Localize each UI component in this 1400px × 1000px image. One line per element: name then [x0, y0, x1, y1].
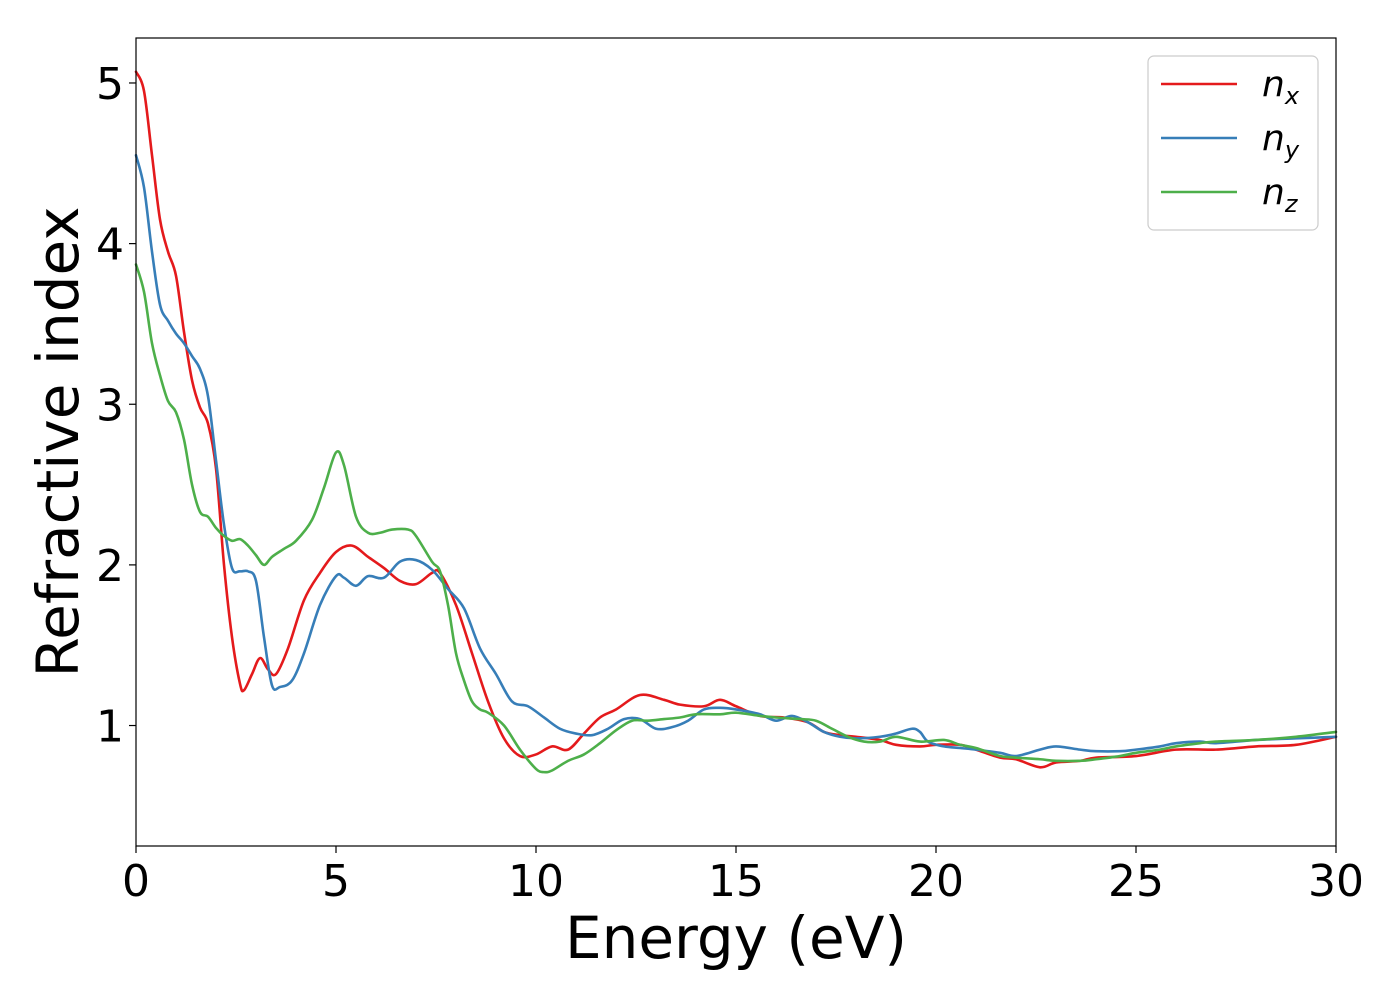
series-layer — [134, 70, 1338, 774]
x-tick-label: 15 — [708, 856, 764, 907]
legend-subscript: x — [1284, 82, 1300, 110]
y-axis-ticks: 1 2 3 4 5 — [96, 59, 136, 753]
legend-subscript: y — [1284, 136, 1300, 164]
legend-subscript: z — [1284, 190, 1299, 218]
x-tick-label: 25 — [1108, 856, 1164, 907]
legend-label-ny: ny — [1262, 118, 1300, 164]
y-tick-label: 4 — [96, 220, 124, 271]
y-tick-label: 2 — [96, 541, 124, 592]
x-tick-label: 10 — [508, 856, 564, 907]
x-axis-ticks: 0 5 10 15 20 25 30 — [122, 846, 1364, 907]
x-tick-label: 30 — [1308, 856, 1364, 907]
x-axis-label: Energy (eV) — [565, 904, 907, 972]
y-tick-label: 1 — [96, 702, 124, 753]
x-tick-label: 5 — [322, 856, 350, 907]
series-line-ny — [134, 153, 1338, 758]
y-tick-label: 3 — [96, 380, 124, 431]
legend-label-nx: nx — [1262, 64, 1300, 110]
x-tick-label: 0 — [122, 856, 150, 907]
x-tick-label: 20 — [908, 856, 964, 907]
series-line-nz — [134, 263, 1338, 774]
y-axis-label: Refractive index — [24, 206, 92, 677]
legend-box — [1147, 55, 1319, 231]
y-tick-label: 5 — [96, 59, 124, 110]
